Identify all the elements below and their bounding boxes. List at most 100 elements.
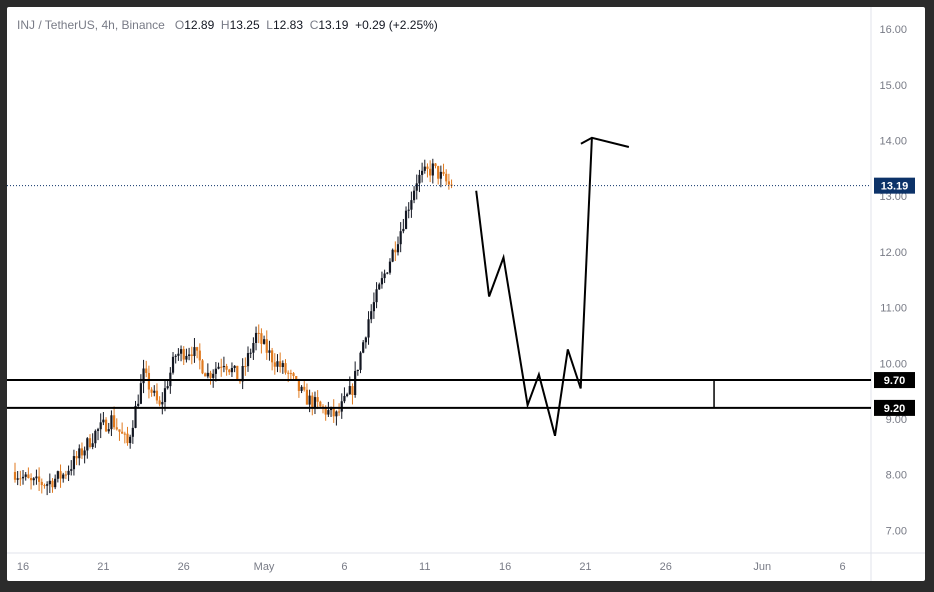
candle-body <box>241 366 244 382</box>
candle-body <box>139 383 142 404</box>
candle-body <box>102 419 105 423</box>
candle-body <box>292 373 295 377</box>
candle-body <box>254 332 258 343</box>
y-tick-label: 8.00 <box>886 470 907 482</box>
candle-body <box>99 422 102 430</box>
candle-body <box>131 427 134 437</box>
candle-body <box>206 372 209 377</box>
candle-body <box>147 372 151 390</box>
candle-body <box>209 372 212 378</box>
candle-body <box>311 395 314 409</box>
candle-body <box>354 371 357 396</box>
candle-body <box>80 448 84 456</box>
candle-body <box>399 231 402 245</box>
candle-body <box>54 478 57 488</box>
candle-body <box>246 353 250 367</box>
candle-body <box>233 365 236 369</box>
candle-body <box>244 366 247 368</box>
candle-body <box>174 355 177 357</box>
candle-body <box>161 402 164 405</box>
candle-body <box>46 484 49 486</box>
high-label: H <box>220 18 230 32</box>
candle-body <box>324 407 327 415</box>
candle-body <box>62 474 65 479</box>
candle-body <box>308 395 311 405</box>
candle-body <box>303 386 306 390</box>
candle-body <box>137 403 140 406</box>
y-tick-label: 13.00 <box>879 191 907 203</box>
y-tick-label: 10.00 <box>879 358 907 370</box>
high-value: 13.25 <box>229 18 260 32</box>
candle-body <box>201 360 204 374</box>
candle-body <box>391 249 394 262</box>
candle-body <box>142 368 145 384</box>
candle-body <box>252 342 255 353</box>
candle-body <box>396 244 400 253</box>
y-tick-label: 9.00 <box>886 414 907 426</box>
candle-body <box>313 397 317 409</box>
candle-body <box>305 389 309 405</box>
candle-body <box>279 361 282 368</box>
candle-body <box>265 339 268 353</box>
candle-body <box>268 350 271 353</box>
x-tick-label: 21 <box>579 561 591 573</box>
candle-body <box>16 478 19 480</box>
candle-body <box>78 448 81 459</box>
candle-body <box>27 474 30 478</box>
candle-body <box>153 390 156 393</box>
candle-body <box>225 365 228 370</box>
candle-body <box>21 476 25 479</box>
candle-body <box>104 419 108 432</box>
candle-body <box>155 390 159 401</box>
candle-body <box>182 349 185 360</box>
candle-body <box>407 209 410 211</box>
y-tick-label: 11.00 <box>880 303 907 315</box>
candle-body <box>450 184 453 186</box>
candle-body <box>204 373 207 377</box>
candle-body <box>217 366 220 369</box>
x-tick-label: 11 <box>419 561 430 573</box>
chart-frame[interactable]: 7.00 8.00 9.00 10.00 11.00 12.00 13.00 14.00 15.… <box>7 7 925 581</box>
symbol-legend: INJ / TetherUS, 4h, Binance O12.89 H13.2… <box>17 18 438 32</box>
candle-body <box>442 171 445 174</box>
candle-body <box>112 415 116 428</box>
candle-body <box>29 477 33 481</box>
close-value: 13.19 <box>318 18 349 32</box>
candle-body <box>295 376 298 380</box>
candle-body <box>340 401 343 412</box>
candle-body <box>196 347 199 351</box>
y-tick-label: 7.00 <box>886 525 907 537</box>
candle-body <box>437 166 440 179</box>
candle-body <box>300 386 303 391</box>
candle-body <box>426 166 429 169</box>
candle-body <box>281 363 284 368</box>
x-tick-label: May <box>254 561 275 573</box>
candle-body <box>343 395 346 402</box>
candle-body <box>289 373 292 375</box>
candle-body <box>351 386 354 396</box>
candle-body <box>418 174 421 184</box>
candle-body <box>19 478 22 480</box>
candle-body <box>212 373 215 378</box>
candle-body <box>163 388 167 403</box>
candle-body <box>13 471 17 480</box>
candle-body <box>249 352 252 354</box>
candle-body <box>271 350 274 363</box>
support-level-tag-label: 9.20 <box>884 403 905 415</box>
candle-body <box>447 181 450 185</box>
y-tick-label: 16.00 <box>879 24 907 36</box>
support-level-tag <box>874 399 915 416</box>
candle-body <box>236 365 239 380</box>
current-price-tag-label: 13.19 <box>881 181 909 193</box>
candle-body <box>187 354 191 356</box>
projection-path[interactable] <box>475 137 593 437</box>
open-label: O <box>174 18 185 32</box>
candle-body <box>287 372 290 374</box>
low-label: L <box>266 18 273 32</box>
candle-body <box>362 342 365 353</box>
candle-body <box>123 433 126 435</box>
price-chart[interactable]: 7.00 8.00 9.00 10.00 11.00 12.00 13.00 14.00 15.… <box>7 7 925 581</box>
candle-body <box>297 379 301 391</box>
candle-body <box>412 190 416 201</box>
candle-body <box>316 397 319 402</box>
